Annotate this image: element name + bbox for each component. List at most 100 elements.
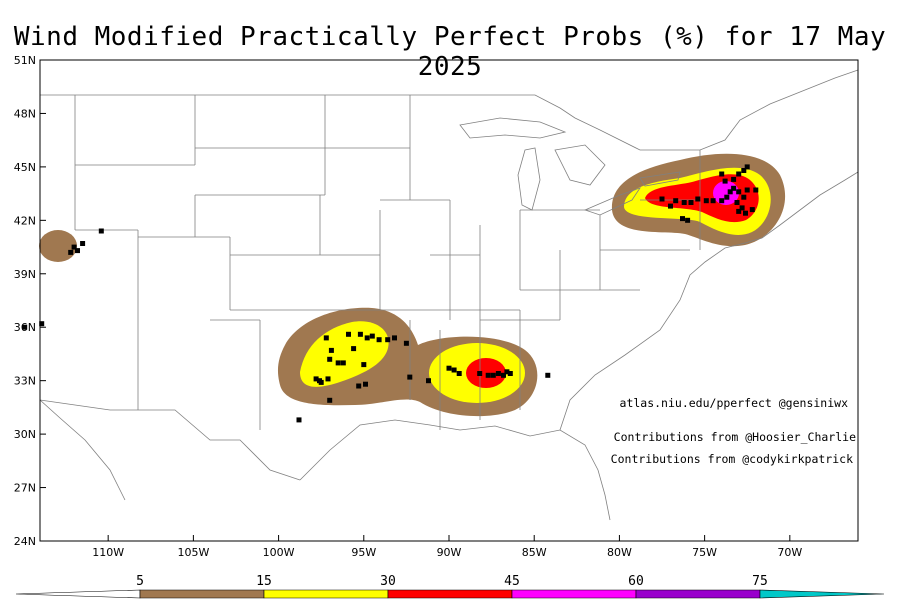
report-point bbox=[668, 203, 673, 209]
lat-label: 36N bbox=[14, 321, 36, 334]
lake-huron bbox=[554, 144, 606, 186]
report-point bbox=[68, 249, 74, 255]
report-point bbox=[318, 379, 324, 385]
legend-label: 60 bbox=[628, 574, 644, 589]
report-point bbox=[403, 340, 409, 346]
report-point bbox=[407, 374, 413, 380]
report-point bbox=[727, 189, 733, 195]
report-point bbox=[749, 207, 755, 213]
report-point bbox=[313, 376, 319, 382]
lon-label: 85W bbox=[522, 546, 547, 559]
report-point bbox=[731, 185, 737, 191]
gulf-coast bbox=[299, 419, 611, 521]
report-point bbox=[376, 337, 382, 343]
report-point bbox=[357, 331, 363, 337]
map-title: Wind Modified Practically Perfect Probs … bbox=[13, 22, 887, 82]
lake-superior bbox=[459, 117, 567, 139]
report-point bbox=[685, 217, 691, 223]
legend-swatch bbox=[263, 589, 389, 599]
report-point bbox=[753, 187, 759, 193]
report-point bbox=[731, 176, 737, 182]
report-point bbox=[507, 371, 513, 376]
report-point bbox=[688, 200, 694, 205]
report-point bbox=[456, 371, 462, 376]
report-point bbox=[736, 171, 742, 177]
report-point bbox=[392, 335, 397, 341]
report-point bbox=[501, 372, 506, 378]
lat-label: 27N bbox=[14, 482, 36, 495]
basemap-borders bbox=[39, 69, 859, 521]
lat-label: 42N bbox=[14, 214, 36, 227]
report-point bbox=[695, 196, 701, 202]
credit-contrib-2: Contributions from @codykirkpatrick bbox=[611, 452, 853, 466]
us-canada-border bbox=[40, 69, 859, 151]
report-point bbox=[39, 321, 45, 327]
report-point bbox=[98, 228, 104, 234]
color-legend: 5 15 30 45 60 75 bbox=[15, 574, 885, 599]
credit-contrib-1: Contributions from @Hoosier_Charlie bbox=[614, 430, 856, 444]
report-point bbox=[364, 335, 370, 341]
report-point bbox=[495, 371, 501, 376]
lon-label: 80W bbox=[607, 546, 632, 559]
lat-label: 51N bbox=[14, 54, 36, 67]
us-mexico-border bbox=[39, 399, 301, 481]
lat-label: 24N bbox=[14, 535, 36, 548]
lake-michigan bbox=[517, 147, 541, 211]
report-point bbox=[743, 210, 748, 216]
report-point bbox=[363, 381, 368, 387]
report-point bbox=[80, 241, 86, 246]
contour-utah bbox=[39, 230, 77, 262]
report-point bbox=[485, 372, 491, 378]
legend-swatch bbox=[511, 589, 637, 599]
report-point bbox=[477, 371, 483, 376]
report-point bbox=[75, 248, 80, 254]
lon-label: 110W bbox=[92, 546, 124, 559]
lon-label: 105W bbox=[177, 546, 209, 559]
report-point bbox=[71, 244, 77, 250]
report-point bbox=[327, 356, 333, 362]
report-point bbox=[734, 200, 740, 205]
report-point bbox=[681, 200, 687, 205]
report-point bbox=[659, 196, 665, 202]
report-point bbox=[385, 337, 391, 343]
report-point bbox=[361, 362, 367, 368]
contour-northeast bbox=[611, 153, 786, 247]
report-point bbox=[325, 376, 331, 382]
west-coast bbox=[39, 399, 126, 501]
report-point bbox=[741, 194, 747, 200]
band-5-utah bbox=[39, 230, 77, 262]
legend-label: 5 bbox=[136, 574, 144, 589]
lat-label: 48N bbox=[14, 107, 36, 120]
report-point bbox=[323, 335, 329, 341]
report-point bbox=[710, 198, 716, 204]
report-point bbox=[426, 378, 431, 384]
atlantic-coast bbox=[559, 171, 859, 431]
lat-label: 39N bbox=[14, 268, 36, 281]
lake-ontario bbox=[639, 171, 681, 187]
legend-swatch bbox=[759, 589, 885, 599]
legend-swatch bbox=[387, 589, 513, 599]
report-point bbox=[736, 189, 742, 195]
legend-label: 15 bbox=[256, 574, 272, 589]
report-point bbox=[451, 367, 457, 373]
map-frame bbox=[39, 59, 859, 542]
report-point bbox=[296, 417, 302, 423]
report-point bbox=[545, 372, 551, 378]
lat-label: 45N bbox=[14, 161, 36, 174]
report-point bbox=[744, 187, 750, 193]
report-point bbox=[22, 324, 28, 330]
lake-erie bbox=[583, 187, 641, 216]
legend-label: 30 bbox=[380, 574, 396, 589]
report-point bbox=[356, 383, 362, 389]
lon-label: 95W bbox=[351, 546, 376, 559]
legend-swatch bbox=[15, 589, 141, 599]
report-point bbox=[328, 347, 334, 353]
lon-label: 100W bbox=[263, 546, 295, 559]
report-point bbox=[335, 360, 341, 366]
report-point bbox=[724, 194, 730, 200]
report-point bbox=[719, 171, 725, 177]
legend-label: 75 bbox=[752, 574, 768, 589]
report-point bbox=[369, 333, 375, 339]
axis-ticks: 51N 48N 45N 42N 39N 36N 33N 30N 27N 24N 110W 105W 10… bbox=[14, 54, 803, 559]
